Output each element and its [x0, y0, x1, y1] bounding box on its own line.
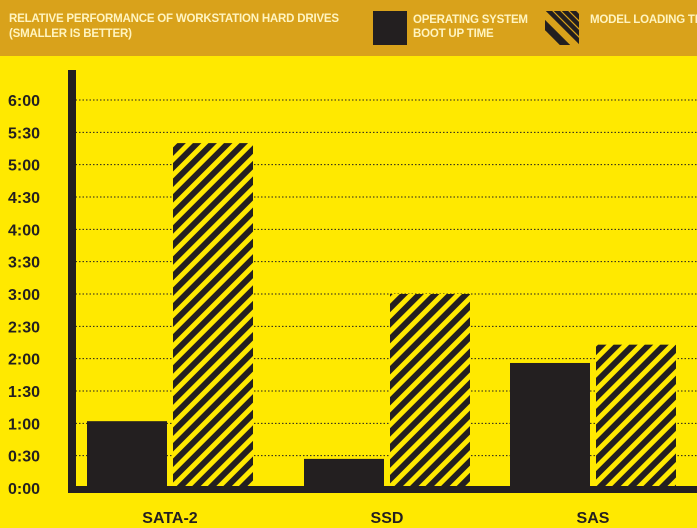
bar-model-loading: [596, 344, 676, 488]
bar-model-loading: [390, 294, 470, 488]
legend-label-boot: OPERATING SYSTEM BOOT UP TIME: [413, 14, 528, 40]
y-tick-label: 4:00: [8, 222, 40, 239]
y-tick-label: 3:30: [8, 255, 40, 272]
y-tick-label: 0:30: [8, 449, 40, 466]
bar-chart: 0:00 0:30 1:00 1:30 2:00 2:30 3:00 3:30 4:00 4:30…: [8, 70, 697, 527]
y-tick-label: 1:30: [8, 384, 40, 401]
gridlines: [72, 99, 697, 457]
x-axis-line: [68, 486, 697, 493]
y-tick-label: 2:30: [8, 319, 40, 336]
y-tick-label: 5:00: [8, 158, 40, 175]
y-tick-label: 4:30: [8, 190, 40, 207]
y-axis-line: [68, 70, 76, 492]
y-tick-label: 3:00: [8, 287, 40, 304]
y-tick-label: 1:00: [8, 416, 40, 433]
x-category-label: SAS: [577, 510, 610, 527]
solid-swatch-icon: [373, 11, 407, 45]
chart-title: RELATIVE PERFORMANCE OF WORKSTATION HARD…: [9, 13, 339, 40]
x-category-label: SATA-2: [142, 510, 198, 527]
x-category-label: SSD: [371, 510, 404, 527]
axes: [68, 70, 697, 493]
bar-boot-time: [304, 458, 384, 488]
chart-header: RELATIVE PERFORMANCE OF WORKSTATION HARD…: [0, 0, 697, 56]
y-tick-label: 0:00: [8, 481, 40, 498]
bar-boot-time: [510, 362, 590, 488]
y-tick-label: 6:00: [8, 93, 40, 110]
y-tick-label: 5:30: [8, 125, 40, 142]
legend-label-model: MODEL LOADING TIME: [590, 14, 697, 26]
bar-model-loading: [173, 143, 253, 488]
bar-boot-time: [87, 421, 167, 488]
bars: [87, 143, 676, 488]
axis-labels: 0:00 0:30 1:00 1:30 2:00 2:30 3:00 3:30 4:00 4:30…: [8, 93, 610, 527]
hatched-swatch-icon: [545, 11, 579, 45]
y-tick-label: 2:00: [8, 352, 40, 369]
